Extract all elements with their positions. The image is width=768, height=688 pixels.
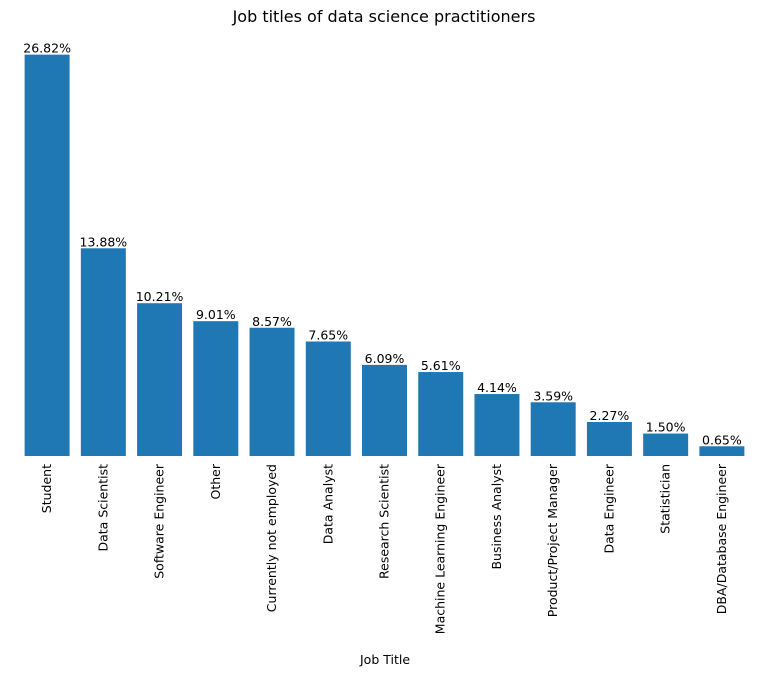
bar-value-label: 9.01% xyxy=(196,307,236,322)
x-tick-label: Statistician xyxy=(658,464,673,534)
x-tick-label: Data Scientist xyxy=(95,464,110,552)
bar-value-label: 3.59% xyxy=(533,388,573,403)
bar xyxy=(586,422,632,456)
bar-value-label: 0.65% xyxy=(702,432,742,447)
x-tick-label: Software Engineer xyxy=(152,463,167,579)
bar xyxy=(193,321,239,456)
data-labels-group: 26.82% 13.88% 10.21% 9.01% 8.57% 7.65% 6.09% 5.… xyxy=(23,41,742,448)
x-tick-label: Data Analyst xyxy=(320,464,335,544)
bar-value-label: 4.14% xyxy=(477,380,517,395)
bar xyxy=(699,446,745,456)
bar-value-label: 10.21% xyxy=(136,289,184,304)
x-tick-label: Business Analyst xyxy=(489,464,504,570)
bar-value-label: 8.57% xyxy=(252,314,292,329)
bar-value-label: 5.61% xyxy=(421,358,461,373)
x-tick-labels-group: Student Data Scientist Software Engineer Ot… xyxy=(39,463,729,634)
x-tick-label: Research Scientist xyxy=(377,464,392,579)
x-tick-label: Other xyxy=(208,463,223,499)
bar-value-label: 6.09% xyxy=(365,351,405,366)
bar xyxy=(137,303,183,456)
bar xyxy=(362,364,407,456)
x-tick-label: Machine Learning Engineer xyxy=(433,463,448,634)
bar xyxy=(24,54,70,457)
bar xyxy=(80,248,126,456)
x-axis-label: Job Title xyxy=(359,652,410,667)
bar xyxy=(305,341,351,456)
bar xyxy=(474,394,520,456)
bar xyxy=(643,433,689,456)
bars-group xyxy=(24,54,745,457)
bar xyxy=(249,327,295,456)
bar-value-label: 26.82% xyxy=(23,41,71,56)
bar-value-label: 13.88% xyxy=(80,234,128,249)
bar xyxy=(530,402,576,456)
x-tick-label: Product/Project Manager xyxy=(545,463,560,617)
chart-title: Job titles of data science practitioners xyxy=(232,7,536,26)
x-tick-label: Student xyxy=(39,464,54,513)
bar-value-label: 7.65% xyxy=(308,328,348,343)
bar xyxy=(418,372,464,456)
bar-value-label: 2.27% xyxy=(590,408,630,423)
x-tick-label: Currently not employed xyxy=(264,464,279,612)
bar-value-label: 1.50% xyxy=(646,420,686,435)
x-tick-label: DBA/Database Engineer xyxy=(714,463,729,614)
x-tick-label: Data Engineer xyxy=(601,463,616,553)
